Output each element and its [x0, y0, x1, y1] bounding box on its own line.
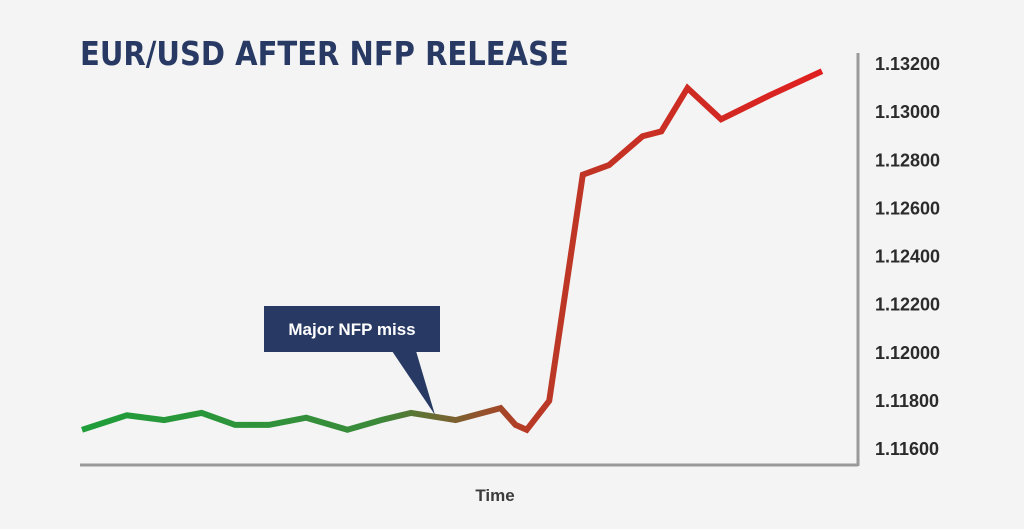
y-tick-label: 1.11600 [875, 439, 939, 459]
y-tick-label: 1.12000 [875, 343, 940, 363]
y-tick-label: 1.13200 [875, 54, 940, 74]
callout-pointer [392, 351, 435, 415]
y-tick-labels: 1.13200 1.13000 1.12800 1.12600 1.12400 1.122… [875, 54, 940, 459]
y-tick-label: 1.12400 [875, 247, 940, 267]
callout-text: Major NFP miss [288, 320, 415, 339]
x-axis-label: Time [475, 486, 514, 505]
callout-box [264, 306, 440, 352]
y-tick-label: 1.11800 [875, 391, 939, 411]
y-tick-label: 1.12600 [875, 198, 940, 218]
y-tick-label: 1.12200 [875, 295, 940, 315]
chart-title: EUR/USD AFTER NFP RELEASE [80, 34, 569, 73]
y-tick-label: 1.13000 [875, 102, 940, 122]
annotation-callout: Major NFP miss [264, 306, 440, 415]
series-line [81, 68, 824, 434]
y-tick-label: 1.12800 [875, 150, 940, 170]
